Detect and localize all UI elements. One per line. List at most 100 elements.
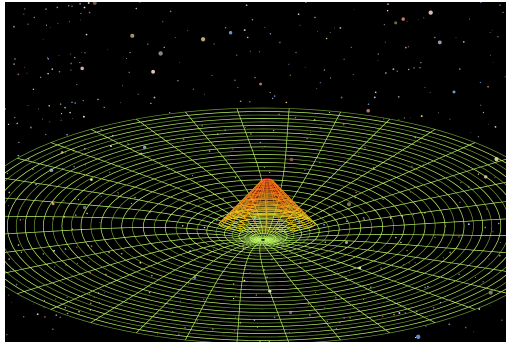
star bbox=[59, 103, 62, 105]
star bbox=[82, 99, 84, 102]
star bbox=[334, 296, 337, 299]
star bbox=[84, 164, 87, 166]
star bbox=[69, 111, 71, 114]
star bbox=[452, 90, 456, 94]
star bbox=[80, 66, 84, 71]
star bbox=[76, 262, 78, 264]
star bbox=[60, 113, 63, 115]
grid-ring bbox=[70, 150, 456, 302]
star bbox=[10, 269, 12, 271]
star bbox=[145, 297, 147, 299]
star bbox=[306, 137, 308, 140]
grid-ring bbox=[121, 170, 405, 283]
star bbox=[406, 20, 408, 22]
star bbox=[68, 21, 70, 23]
star bbox=[204, 93, 205, 95]
star bbox=[23, 316, 25, 318]
star bbox=[480, 2, 482, 4]
star bbox=[356, 170, 358, 172]
star bbox=[497, 36, 499, 38]
grid-ring bbox=[52, 142, 474, 310]
grid-ring bbox=[6, 125, 506, 327]
grid-ring bbox=[33, 135, 493, 317]
star bbox=[432, 306, 435, 309]
star bbox=[42, 253, 44, 255]
star bbox=[353, 267, 355, 269]
grid-ring bbox=[132, 174, 394, 279]
peak-spoke bbox=[238, 178, 265, 218]
star bbox=[40, 76, 42, 79]
star bbox=[213, 43, 215, 45]
star bbox=[250, 133, 252, 135]
star bbox=[249, 50, 251, 52]
star bbox=[458, 68, 461, 70]
star bbox=[35, 183, 37, 186]
star bbox=[256, 326, 258, 328]
star bbox=[65, 264, 67, 266]
star bbox=[489, 54, 491, 56]
star bbox=[12, 25, 15, 28]
star bbox=[285, 101, 288, 104]
star bbox=[295, 51, 297, 53]
star bbox=[100, 195, 102, 197]
star bbox=[251, 19, 254, 21]
star bbox=[304, 67, 306, 68]
star bbox=[240, 183, 242, 185]
star bbox=[427, 286, 429, 288]
star bbox=[191, 175, 194, 177]
star bbox=[262, 148, 264, 149]
star bbox=[316, 88, 318, 89]
peak-spoke bbox=[221, 179, 263, 222]
star bbox=[179, 62, 180, 63]
star bbox=[79, 62, 81, 64]
star bbox=[455, 37, 457, 39]
star bbox=[269, 33, 272, 35]
star bbox=[425, 325, 427, 327]
star bbox=[459, 201, 461, 204]
star bbox=[8, 258, 10, 260]
grid-spoke bbox=[265, 234, 506, 241]
star bbox=[71, 228, 74, 230]
star bbox=[499, 254, 501, 257]
grid-spoke bbox=[265, 201, 506, 241]
star bbox=[353, 8, 355, 10]
star bbox=[56, 6, 59, 9]
star bbox=[107, 49, 109, 50]
grid-spoke bbox=[135, 240, 262, 334]
star bbox=[6, 172, 8, 174]
grid-spoke bbox=[5, 227, 261, 241]
star bbox=[19, 219, 22, 221]
star bbox=[344, 240, 349, 245]
star bbox=[274, 95, 276, 97]
star bbox=[404, 46, 407, 49]
grid-spoke bbox=[184, 240, 262, 341]
star bbox=[504, 76, 506, 78]
star bbox=[340, 96, 343, 99]
peak-spoke bbox=[269, 180, 296, 231]
star bbox=[177, 80, 179, 82]
star bbox=[363, 218, 365, 220]
star bbox=[60, 119, 62, 121]
star bbox=[346, 220, 348, 222]
star bbox=[407, 46, 410, 48]
star bbox=[82, 205, 87, 210]
star bbox=[355, 191, 358, 194]
star bbox=[79, 3, 81, 5]
star bbox=[367, 103, 370, 106]
star bbox=[107, 242, 109, 244]
star bbox=[339, 26, 342, 29]
star bbox=[207, 183, 209, 185]
star bbox=[158, 51, 163, 56]
star bbox=[15, 283, 18, 286]
star bbox=[358, 153, 360, 155]
star bbox=[27, 105, 29, 107]
star bbox=[438, 112, 439, 114]
star bbox=[391, 265, 393, 267]
star bbox=[336, 270, 338, 272]
star bbox=[51, 68, 54, 70]
grid-spoke bbox=[263, 240, 436, 324]
star bbox=[187, 30, 188, 32]
star bbox=[77, 198, 80, 201]
star bbox=[110, 145, 112, 148]
star bbox=[199, 200, 201, 202]
